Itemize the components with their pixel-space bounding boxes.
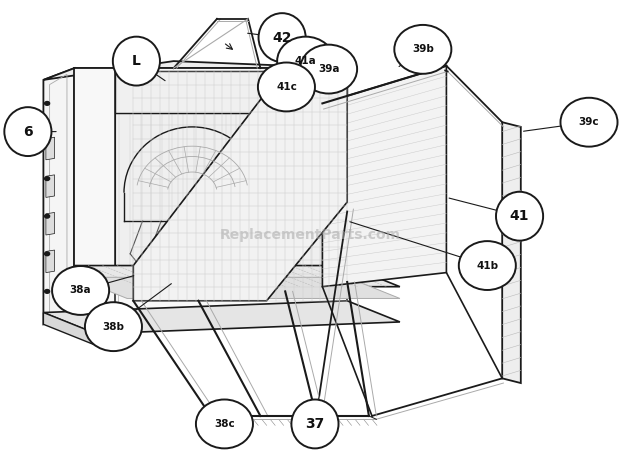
Text: 41c: 41c <box>276 82 297 92</box>
Polygon shape <box>46 137 55 160</box>
Polygon shape <box>502 122 521 383</box>
Circle shape <box>45 139 50 143</box>
Text: L: L <box>132 54 141 68</box>
Circle shape <box>45 177 50 180</box>
Polygon shape <box>322 66 446 287</box>
Ellipse shape <box>4 107 51 156</box>
Ellipse shape <box>277 37 334 86</box>
Ellipse shape <box>300 45 357 94</box>
Text: 38b: 38b <box>102 321 125 332</box>
Ellipse shape <box>394 25 451 74</box>
Text: 41b: 41b <box>476 260 498 271</box>
Text: 39c: 39c <box>578 117 600 127</box>
Ellipse shape <box>52 266 109 315</box>
Circle shape <box>45 214 50 218</box>
Ellipse shape <box>459 241 516 290</box>
Text: 41: 41 <box>510 209 529 223</box>
Ellipse shape <box>259 13 306 62</box>
Polygon shape <box>43 313 96 345</box>
Text: ReplacementParts.com: ReplacementParts.com <box>219 228 401 242</box>
Polygon shape <box>43 68 74 324</box>
Text: 39b: 39b <box>412 44 434 55</box>
Polygon shape <box>46 250 55 273</box>
Text: 39a: 39a <box>318 64 339 74</box>
Polygon shape <box>74 68 347 313</box>
Circle shape <box>45 102 50 105</box>
Text: 38a: 38a <box>70 285 91 296</box>
Ellipse shape <box>196 400 253 448</box>
Ellipse shape <box>496 192 543 241</box>
Text: 42: 42 <box>272 31 292 45</box>
Text: 6: 6 <box>23 125 33 139</box>
Polygon shape <box>46 175 55 197</box>
Ellipse shape <box>291 400 339 448</box>
Polygon shape <box>133 71 347 301</box>
Circle shape <box>45 252 50 256</box>
Circle shape <box>45 290 50 293</box>
Polygon shape <box>217 169 260 216</box>
Polygon shape <box>115 71 347 113</box>
Ellipse shape <box>560 98 618 147</box>
Polygon shape <box>43 61 347 80</box>
Ellipse shape <box>258 63 315 111</box>
Polygon shape <box>43 301 400 334</box>
Ellipse shape <box>85 302 142 351</box>
Polygon shape <box>115 113 347 266</box>
Polygon shape <box>74 277 400 298</box>
Ellipse shape <box>113 37 160 86</box>
Polygon shape <box>46 212 55 235</box>
Text: 37: 37 <box>305 417 325 431</box>
Text: 41a: 41a <box>294 56 317 66</box>
Text: 38c: 38c <box>214 419 235 429</box>
Polygon shape <box>74 266 400 287</box>
